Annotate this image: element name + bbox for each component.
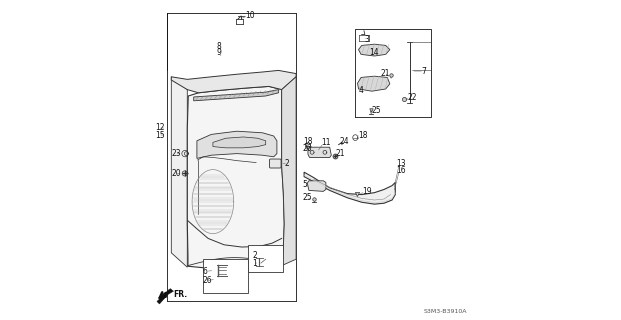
Polygon shape <box>171 77 188 267</box>
Text: 21: 21 <box>335 149 345 158</box>
Polygon shape <box>304 172 396 204</box>
Polygon shape <box>157 289 173 304</box>
Text: 18: 18 <box>358 131 368 140</box>
Polygon shape <box>194 90 278 101</box>
FancyBboxPatch shape <box>270 159 281 168</box>
Text: 3: 3 <box>365 35 369 44</box>
Text: 11: 11 <box>320 138 330 147</box>
Text: 25: 25 <box>303 193 312 202</box>
Text: 10: 10 <box>245 11 255 20</box>
Polygon shape <box>248 245 283 272</box>
Text: 2: 2 <box>285 159 289 168</box>
Polygon shape <box>197 131 277 158</box>
Text: 20: 20 <box>171 169 181 178</box>
Text: FR.: FR. <box>173 290 187 299</box>
Text: 13: 13 <box>396 159 406 168</box>
Polygon shape <box>358 76 390 91</box>
Polygon shape <box>213 137 266 148</box>
Text: 14: 14 <box>369 48 378 57</box>
Polygon shape <box>203 259 248 293</box>
Text: 21: 21 <box>380 69 390 78</box>
Text: 12: 12 <box>155 124 165 132</box>
Text: 6: 6 <box>202 267 207 276</box>
Text: 4: 4 <box>358 86 363 95</box>
Polygon shape <box>358 44 390 56</box>
Text: S3M3-B3910A: S3M3-B3910A <box>424 308 467 314</box>
Text: 15: 15 <box>155 131 165 140</box>
Text: 9: 9 <box>216 48 221 57</box>
Polygon shape <box>188 86 284 269</box>
Polygon shape <box>171 70 296 93</box>
Text: 25: 25 <box>372 106 381 115</box>
Text: 26: 26 <box>202 276 212 285</box>
Text: 23: 23 <box>171 149 181 158</box>
Text: 18: 18 <box>303 137 312 146</box>
Text: 1: 1 <box>252 259 257 268</box>
Text: 2: 2 <box>252 252 257 260</box>
Text: 22: 22 <box>407 93 417 102</box>
Text: 7: 7 <box>421 67 426 76</box>
Text: 19: 19 <box>362 188 372 196</box>
Polygon shape <box>307 181 326 191</box>
Text: 16: 16 <box>396 166 406 175</box>
Text: 5: 5 <box>303 180 307 189</box>
Polygon shape <box>282 77 296 266</box>
Text: 24: 24 <box>339 137 349 146</box>
Polygon shape <box>308 147 331 157</box>
Text: 26: 26 <box>303 144 312 153</box>
Text: 8: 8 <box>216 42 221 51</box>
